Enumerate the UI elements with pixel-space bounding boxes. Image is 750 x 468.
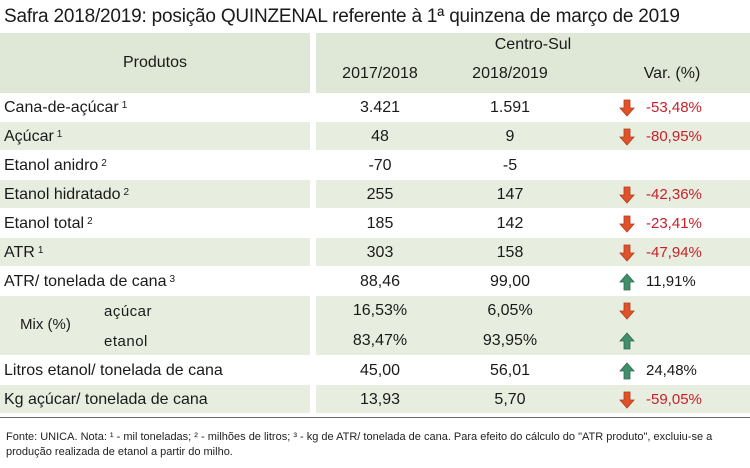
value-prev: 185 xyxy=(366,214,394,232)
header-col-curr: 2018/2019 xyxy=(472,65,548,82)
value-curr: 9 xyxy=(505,127,515,145)
value-curr: 147 xyxy=(496,185,524,203)
value-prev: 88,46 xyxy=(359,272,401,290)
value-curr: 56,01 xyxy=(489,361,531,379)
value-var: 11,91% xyxy=(646,273,696,290)
arrow-up-icon xyxy=(617,326,637,356)
table-row: Etanol anidro 2 -70 -5 xyxy=(0,151,750,180)
page-title: Safra 2018/2019: posição QUINZENAL refer… xyxy=(4,6,680,27)
value-prev: 255 xyxy=(366,185,394,203)
value-curr: 6,05% xyxy=(487,302,533,319)
table-row: Etanol total 2 185 142 -23,41% xyxy=(0,209,750,238)
value-curr: 99,00 xyxy=(489,272,531,290)
arrow-up-icon xyxy=(617,356,637,385)
value-var: -23,41% xyxy=(646,215,702,232)
value-var: -80,95% xyxy=(646,128,702,145)
mix-label: Mix (%) xyxy=(20,315,71,333)
arrow-up-icon xyxy=(617,267,637,296)
value-prev: 13,93 xyxy=(359,390,401,408)
value-prev: 3.421 xyxy=(359,98,401,116)
row-label: Litros etanol/ tonelada de cana xyxy=(4,356,223,385)
row-label: Kg açúcar/ tonelada de cana xyxy=(4,385,208,414)
mix-row-label: açúcar xyxy=(104,302,153,320)
header-col-var: Var. (%) xyxy=(643,65,701,82)
row-label-text: Kg açúcar/ tonelada de cana xyxy=(4,390,208,408)
footnote-marker: 2 xyxy=(101,158,107,169)
arrow-down-icon xyxy=(617,385,637,414)
footnote-marker: 1 xyxy=(56,129,63,140)
arrow-down-icon xyxy=(617,180,637,209)
table-row: Litros etanol/ tonelada de cana 45,00 56,0… xyxy=(0,356,750,385)
value-var: -47,94% xyxy=(646,244,702,261)
value-var: 24,48% xyxy=(646,362,697,379)
row-divider xyxy=(0,413,750,415)
row-divider xyxy=(0,355,750,357)
row-label-text: Açúcar xyxy=(4,127,54,145)
value-curr: 5,70 xyxy=(494,390,526,408)
table-row: Etanol hidratado 2 255 147 -42,36% xyxy=(0,180,750,209)
value-curr: 93,95% xyxy=(482,332,538,349)
value-var: -53,48% xyxy=(646,99,702,116)
row-label-text: ATR/ tonelada de cana xyxy=(4,272,167,290)
header-region: Centro-Sul xyxy=(494,36,572,53)
row-divider xyxy=(0,150,750,152)
row-label: Cana-de-açúcar 1 xyxy=(4,93,127,122)
mix-row-label: etanol xyxy=(104,332,148,350)
arrow-down-icon xyxy=(617,296,637,326)
footnote-marker: 2 xyxy=(87,216,93,227)
value-curr: 142 xyxy=(496,214,524,232)
value-prev: 303 xyxy=(366,243,394,261)
value-prev: 16,53% xyxy=(352,302,408,319)
mix-row: etanol 83,47% 93,95% xyxy=(0,326,750,356)
value-prev: -70 xyxy=(368,156,392,174)
arrow-down-icon xyxy=(617,209,637,238)
table-row: Cana-de-açúcar 1 3.421 1.591 -53,48% xyxy=(0,93,750,122)
row-label: ATR 1 xyxy=(4,238,43,267)
value-curr: 1.591 xyxy=(489,98,531,116)
value-var: -42,36% xyxy=(646,186,702,203)
table-bottom-rule xyxy=(0,417,750,418)
mix-block: Mix (%) açúcar 16,53% 6,05% etanol 83,47% 93,9… xyxy=(0,296,750,356)
row-label: Açúcar 1 xyxy=(4,122,62,151)
row-label-text: Litros etanol/ tonelada de cana xyxy=(4,361,223,379)
value-curr: 158 xyxy=(496,243,524,261)
row-label-text: Cana-de-açúcar xyxy=(4,98,119,116)
value-var xyxy=(646,151,746,180)
footnote-marker: 3 xyxy=(169,274,176,285)
value-var: -59,05% xyxy=(646,391,702,408)
row-label: Etanol total 2 xyxy=(4,209,93,238)
arrow-down-icon xyxy=(617,93,637,122)
table-row: ATR 1 303 158 -47,94% xyxy=(0,238,750,267)
column-divider xyxy=(310,33,316,417)
arrow-down-icon xyxy=(617,122,637,151)
row-label-text: ATR xyxy=(4,243,35,261)
row-label-text: Etanol hidratado xyxy=(4,185,121,203)
row-label-text: Etanol total xyxy=(4,214,85,232)
table-row: Kg açúcar/ tonelada de cana 13,93 5,70 -59,… xyxy=(0,385,750,414)
mix-row: açúcar 16,53% 6,05% xyxy=(0,296,750,326)
table-header: Produtos Centro-Sul 2017/2018 2018/2019 … xyxy=(0,33,750,93)
row-divider xyxy=(0,208,750,210)
footnote-marker: 2 xyxy=(123,187,130,198)
row-label: Etanol anidro 2 xyxy=(4,151,107,180)
footnote-marker: 1 xyxy=(121,100,128,111)
value-prev: 45,00 xyxy=(359,361,401,379)
value-prev: 83,47% xyxy=(352,332,408,349)
row-label: Etanol hidratado 2 xyxy=(4,180,129,209)
table-row: Açúcar 1 48 9 -80,95% xyxy=(0,122,750,151)
source-footnote: Fonte: UNICA. Nota: ¹ - mil toneladas; ²… xyxy=(6,431,713,458)
footnote-marker: 1 xyxy=(37,245,44,256)
arrow-down-icon xyxy=(617,238,637,267)
value-prev: 48 xyxy=(371,127,389,145)
table-row: ATR/ tonelada de cana 3 88,46 99,00 11,91% xyxy=(0,267,750,296)
row-label-text: Etanol anidro xyxy=(4,156,99,174)
row-divider xyxy=(0,266,750,268)
header-col-prev: 2017/2018 xyxy=(342,65,418,82)
row-label: ATR/ tonelada de cana 3 xyxy=(4,267,175,296)
header-produtos: Produtos xyxy=(122,54,188,71)
value-curr: -5 xyxy=(502,156,518,174)
